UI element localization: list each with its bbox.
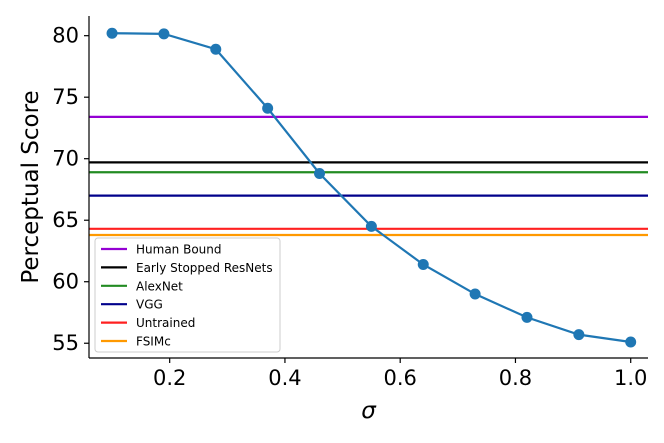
data-point xyxy=(106,27,118,39)
data-point xyxy=(314,167,326,179)
legend-box xyxy=(94,237,281,353)
legend-label-2: AlexNet xyxy=(136,279,183,293)
y-tick-label: 60 xyxy=(52,270,79,294)
data-point xyxy=(417,259,429,271)
legend-label-0: Human Bound xyxy=(136,243,222,257)
legend-label-1: Early Stopped ResNets xyxy=(136,261,273,275)
baseline-lines xyxy=(89,115,648,237)
y-tick-label: 75 xyxy=(52,85,79,109)
x-tick-label: 0.8 xyxy=(499,366,532,390)
series-layer xyxy=(106,27,637,348)
data-point xyxy=(262,102,274,114)
x-tick-label: 0.4 xyxy=(268,366,301,390)
data-point xyxy=(521,311,533,323)
y-tick-label: 55 xyxy=(52,331,79,355)
data-point xyxy=(365,220,377,232)
x-tick-label: 1.0 xyxy=(614,366,647,390)
legend: Human Bound Early Stopped ResNets AlexNet V… xyxy=(94,237,281,353)
y-axis-label: Perceptual Score xyxy=(18,90,44,283)
data-point xyxy=(210,43,222,55)
x-axis-label: σ xyxy=(361,398,377,424)
x-tick-label: 0.6 xyxy=(383,366,416,390)
axes: 0.2 0.4 0.6 0.8 1.0 55 60 65 70 75 80 σ Perceptual S… xyxy=(18,16,648,424)
x-tick-label: 0.2 xyxy=(153,366,186,390)
legend-label-3: VGG xyxy=(136,298,163,312)
data-point xyxy=(158,28,170,40)
data-point xyxy=(573,329,585,341)
legend-label-5: FSIMc xyxy=(136,335,171,349)
y-tick-label: 70 xyxy=(52,147,79,171)
y-tick-label: 65 xyxy=(52,208,79,232)
legend-label-4: Untrained xyxy=(136,316,195,330)
data-point xyxy=(625,336,637,348)
data-point xyxy=(469,288,481,300)
y-tick-label: 80 xyxy=(52,24,79,48)
